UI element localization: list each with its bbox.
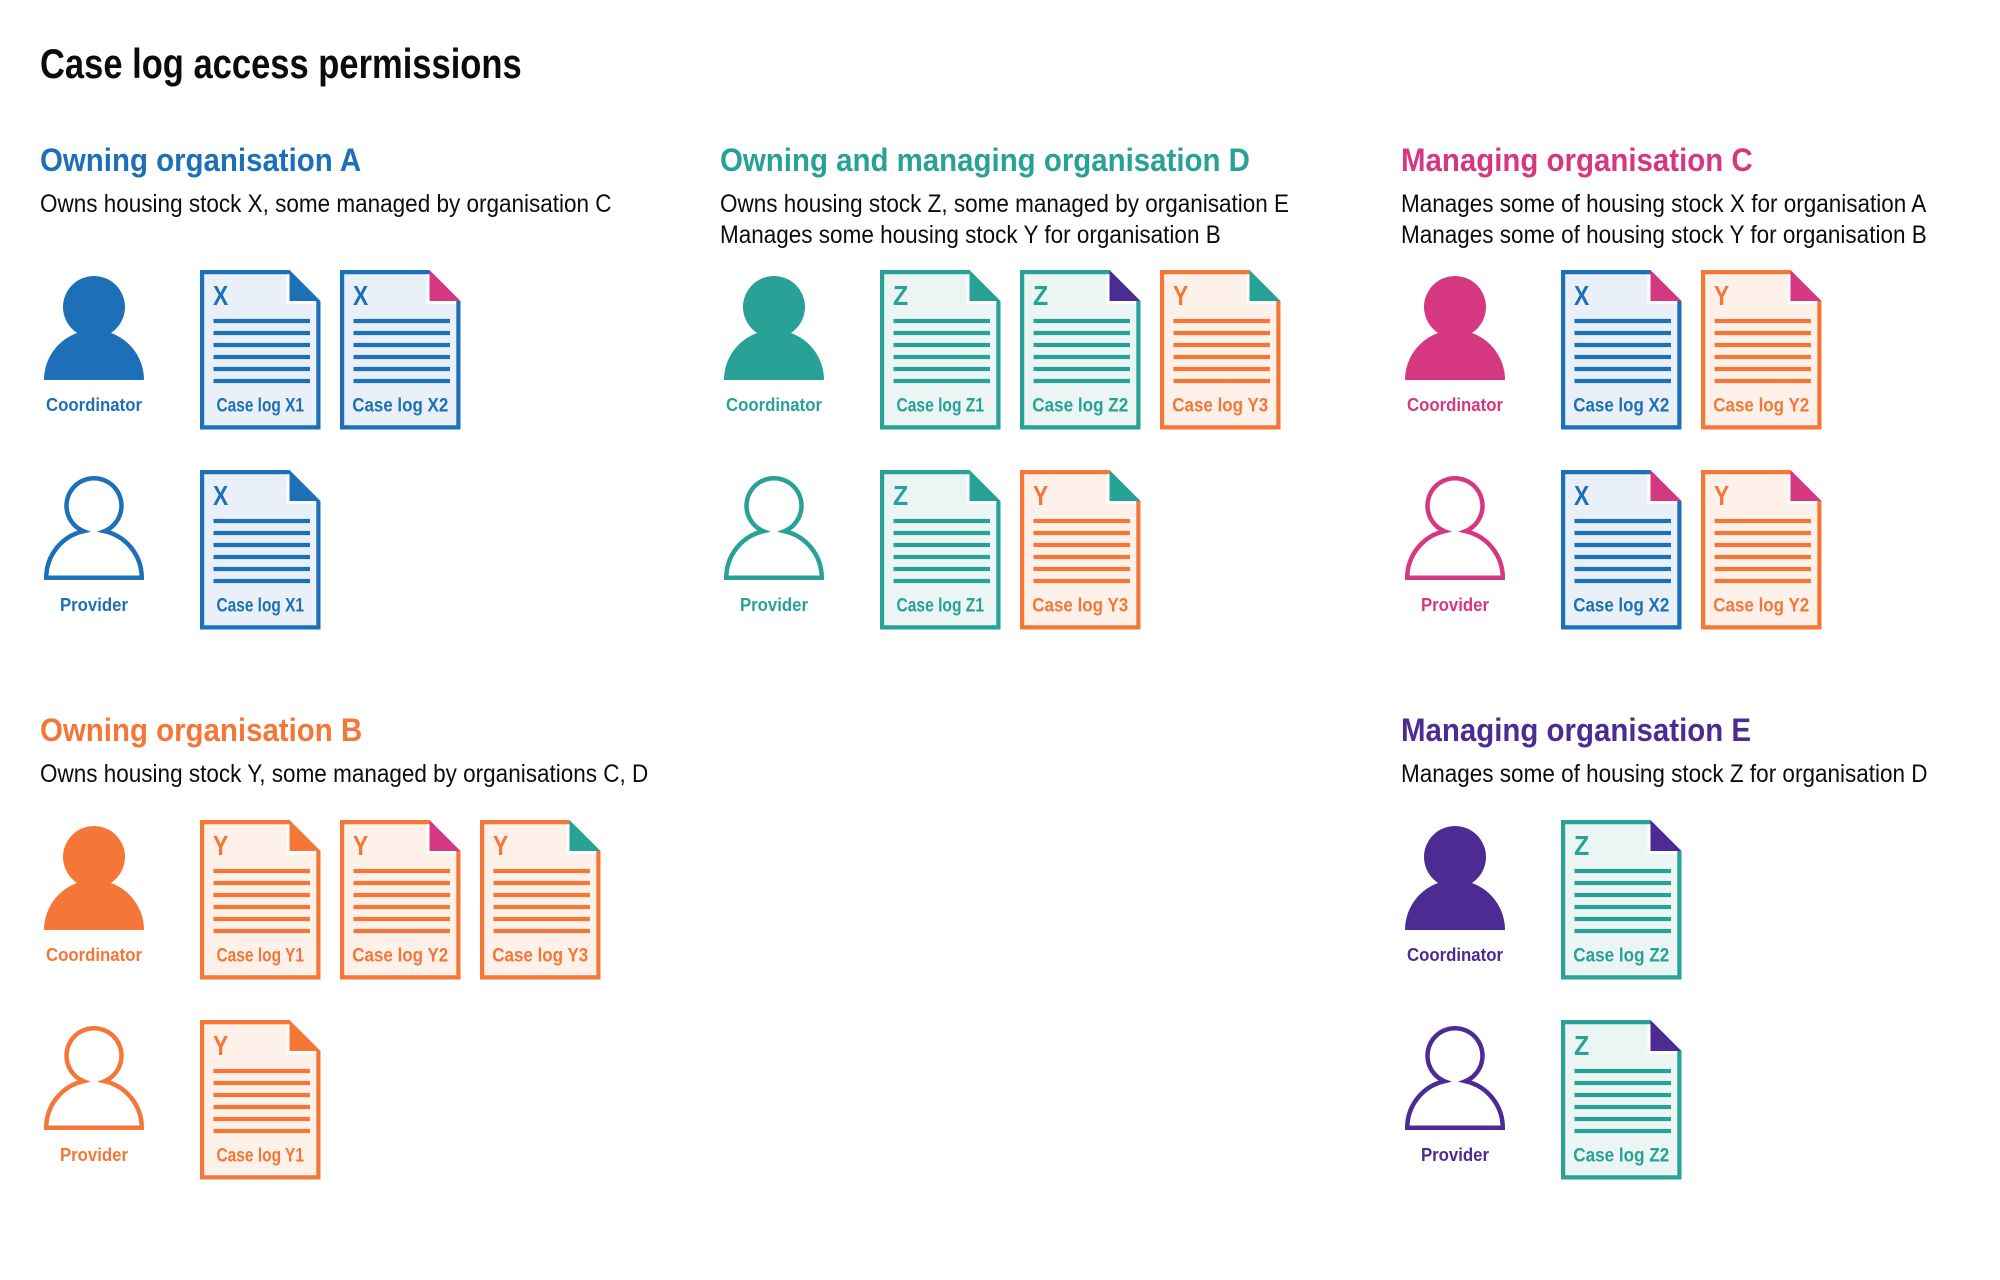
- svg-text:Y: Y: [1173, 280, 1188, 311]
- svg-text:Z: Z: [1574, 1030, 1589, 1061]
- svg-text:Case log X1: Case log X1: [217, 396, 305, 417]
- svg-text:Z: Z: [893, 480, 908, 511]
- svg-text:Case log X1: Case log X1: [217, 596, 305, 617]
- svg-text:Y: Y: [213, 1030, 228, 1061]
- svg-text:Y: Y: [493, 830, 508, 861]
- svg-text:Case log Z2: Case log Z2: [1573, 1146, 1669, 1167]
- svg-text:Y: Y: [213, 830, 228, 861]
- svg-text:Case log X2: Case log X2: [1573, 396, 1669, 417]
- svg-text:Case log Y3: Case log Y3: [492, 946, 588, 967]
- svg-text:Case log Y2: Case log Y2: [1713, 396, 1809, 417]
- svg-text:X: X: [353, 280, 369, 311]
- svg-text:Case log Y2: Case log Y2: [1713, 596, 1809, 617]
- svg-text:Z: Z: [1033, 280, 1048, 311]
- svg-text:Case log Z2: Case log Z2: [1032, 396, 1128, 417]
- svg-text:Y: Y: [1033, 480, 1048, 511]
- svg-text:Case log Y2: Case log Y2: [352, 946, 448, 967]
- svg-text:Case log Y3: Case log Y3: [1032, 596, 1128, 617]
- svg-text:X: X: [213, 280, 229, 311]
- svg-text:Z: Z: [1574, 830, 1589, 861]
- svg-text:Case log Z1: Case log Z1: [897, 596, 985, 617]
- svg-text:Case log X2: Case log X2: [1573, 596, 1669, 617]
- svg-text:Case log Y1: Case log Y1: [217, 1146, 305, 1167]
- svg-text:Y: Y: [1714, 480, 1729, 511]
- svg-text:Y: Y: [1714, 280, 1729, 311]
- svg-text:Case log X2: Case log X2: [352, 396, 448, 417]
- svg-text:Case log Y3: Case log Y3: [1172, 396, 1268, 417]
- svg-text:Case log Y1: Case log Y1: [217, 946, 305, 967]
- svg-text:Z: Z: [893, 280, 908, 311]
- svg-text:Case log Z1: Case log Z1: [897, 396, 985, 417]
- svg-text:X: X: [1574, 480, 1590, 511]
- svg-text:Case log Z2: Case log Z2: [1573, 946, 1669, 967]
- svg-text:X: X: [213, 480, 229, 511]
- svg-text:Y: Y: [353, 830, 368, 861]
- svg-text:X: X: [1574, 280, 1590, 311]
